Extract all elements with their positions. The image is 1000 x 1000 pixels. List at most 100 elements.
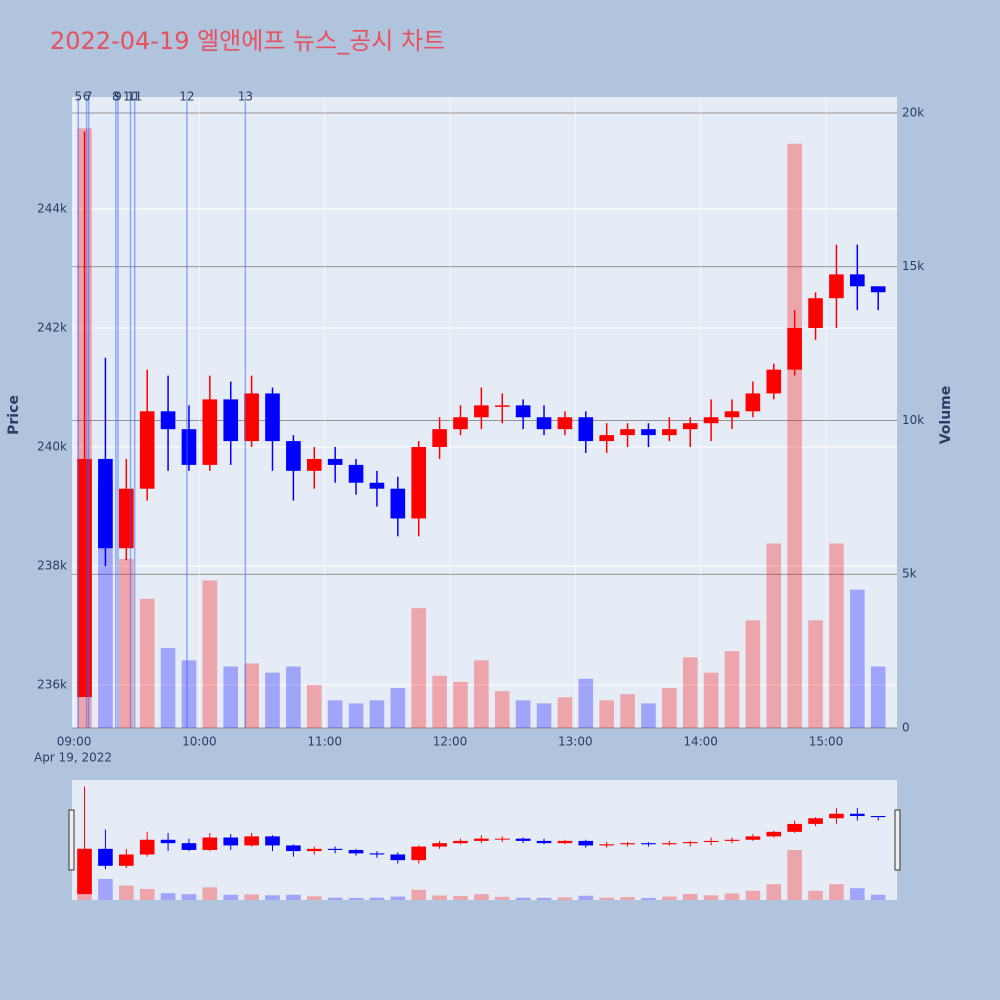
volume-bar <box>223 666 239 728</box>
candle-body-mini <box>870 816 886 818</box>
volume-bar-mini <box>578 895 594 900</box>
candle-body <box>223 399 239 442</box>
candle-body-mini <box>474 838 489 841</box>
volume-bar-mini <box>265 895 280 900</box>
candle-body-mini <box>662 843 677 845</box>
volume-bar <box>202 580 218 728</box>
candle-body-mini <box>286 845 301 852</box>
y-tick-label: 240k <box>37 440 67 454</box>
x-tick-label: 09:00 <box>57 735 92 749</box>
volume-bar <box>432 675 447 728</box>
volume-bar <box>139 598 155 728</box>
news-label: 8 <box>112 90 120 104</box>
candle-body <box>348 464 364 483</box>
candle-body-mini <box>850 813 865 816</box>
volume-bar <box>724 651 740 728</box>
candle-body-mini <box>453 840 468 844</box>
candle-body <box>682 423 698 430</box>
x-tick-label: 13:00 <box>558 735 593 749</box>
candle-body-mini <box>202 837 218 850</box>
volume-bar-mini <box>536 897 552 900</box>
volume-bar <box>494 691 510 728</box>
candle-body-mini <box>808 818 823 824</box>
volume-bar-mini <box>139 888 155 900</box>
candle-body <box>578 417 594 442</box>
candle-body-mini <box>77 848 92 895</box>
volume-bar-mini <box>244 894 259 900</box>
volume-bar <box>787 143 802 729</box>
volume-bar <box>850 589 865 728</box>
candle-body-mini <box>432 843 447 847</box>
candle-body <box>98 458 113 549</box>
candle-body-mini <box>98 848 113 866</box>
volume-bar <box>620 694 635 728</box>
y2-axis-title: Volume <box>938 386 954 445</box>
volume-bar-mini <box>98 878 113 900</box>
news-label: 9 <box>114 90 122 104</box>
volume-bar-mini <box>223 894 239 900</box>
candle-body <box>703 417 719 424</box>
y2-tick-label: 15k <box>902 259 924 273</box>
news-label: 11 <box>127 90 142 104</box>
candle-body-mini <box>181 843 197 850</box>
volume-bar-mini <box>474 894 489 900</box>
volume-bar <box>244 663 259 728</box>
news-label: 7 <box>85 90 93 104</box>
volume-bar <box>474 660 489 728</box>
candle-body-mini <box>703 840 719 843</box>
volume-bar-mini <box>787 850 802 900</box>
candle-body <box>787 327 802 370</box>
candle-body <box>662 429 677 436</box>
candle-body <box>724 411 740 418</box>
candle-body-mini <box>557 840 573 844</box>
slider-handle[interactable] <box>68 809 75 871</box>
candle-body-mini <box>578 840 594 846</box>
candle-body-mini <box>829 813 844 819</box>
volume-bar <box>703 672 719 728</box>
volume-bar-mini <box>682 893 698 900</box>
candle-body-mini <box>139 839 155 855</box>
volume-bar-mini <box>390 896 406 900</box>
y-axis-title: Price <box>6 395 22 435</box>
candle-body <box>766 369 782 394</box>
volume-bar-mini <box>766 884 782 900</box>
news-label: 6 <box>83 90 91 104</box>
slider-handle[interactable] <box>894 809 901 871</box>
candle-body <box>494 405 510 407</box>
volume-bar <box>536 703 552 728</box>
candle-body-mini <box>348 849 364 854</box>
y-tick-label: 242k <box>37 320 67 334</box>
candle-body <box>181 429 197 465</box>
candle-body <box>77 458 92 698</box>
candle-body <box>453 417 468 430</box>
candle-body-mini <box>160 839 176 844</box>
candle-body <box>808 298 823 328</box>
candle-body-mini <box>620 843 635 845</box>
volume-bar <box>578 678 594 728</box>
candle-body-mini <box>118 854 134 866</box>
volume-bar <box>327 700 343 728</box>
candle-body-mini <box>390 854 406 861</box>
chart-title: 2022-04-19 엘앤에프 뉴스_공시 차트 <box>50 27 445 55</box>
volume-bar-mini <box>348 897 364 900</box>
volume-bar-mini <box>703 895 719 900</box>
candle-body <box>432 429 447 448</box>
candle-body <box>870 286 886 293</box>
volume-bar <box>265 672 280 728</box>
y2-tick-label: 0 <box>902 721 910 735</box>
volume-bar-mini <box>829 884 844 900</box>
candle-body <box>641 429 656 436</box>
volume-bar <box>118 558 134 728</box>
x-tick-label: 10:00 <box>182 735 217 749</box>
volume-bar-mini <box>662 896 677 900</box>
volume-bar <box>829 543 844 728</box>
candle-body <box>160 411 176 430</box>
candle-body <box>850 274 865 287</box>
volume-bar <box>453 681 468 728</box>
x-tick-label: 12:00 <box>433 735 468 749</box>
volume-bar-mini <box>306 896 322 900</box>
candle-body-mini <box>599 844 614 846</box>
volume-bar <box>662 688 677 728</box>
volume-bar <box>745 620 761 728</box>
